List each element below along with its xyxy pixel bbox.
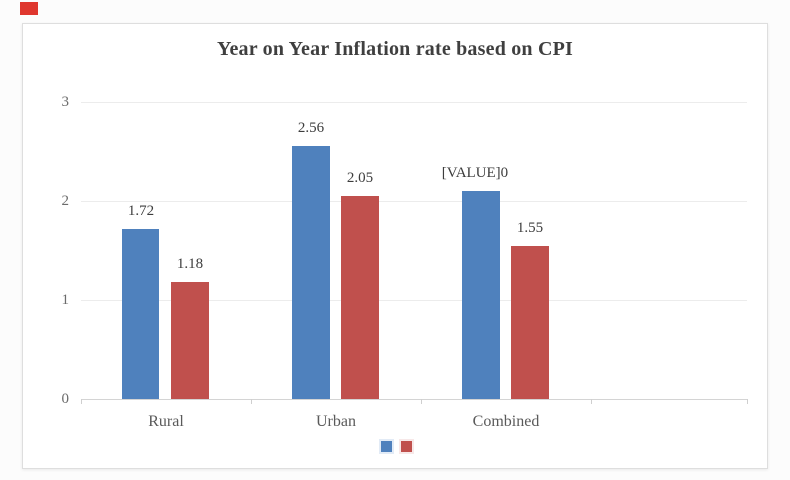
y-tick-label-3: 3	[61, 94, 70, 110]
chart-container: Year on Year Inflation rate based on CPI…	[22, 23, 768, 469]
bar-combined-red	[511, 246, 549, 399]
x-axis-line	[81, 399, 747, 400]
gridline-1	[81, 300, 747, 301]
legend-swatch-blue	[381, 441, 392, 452]
bar-label-urban-blue: 2.56	[297, 120, 325, 136]
chart-title: Year on Year Inflation rate based on CPI	[217, 38, 573, 60]
y-tick-label-2: 2	[61, 193, 70, 209]
y-tick-label-0: 0	[61, 391, 70, 407]
gridline-3	[81, 102, 747, 103]
axis-tick	[747, 399, 748, 404]
category-label-rural: Rural	[148, 413, 184, 430]
bar-label-urban-red: 2.05	[346, 170, 374, 186]
axis-tick	[591, 399, 592, 404]
category-label-urban: Urban	[316, 413, 356, 430]
bar-urban-red	[341, 196, 379, 399]
axis-tick	[421, 399, 422, 404]
bar-rural-red	[171, 282, 209, 399]
axis-tick	[251, 399, 252, 404]
bar-label-rural-blue: 1.72	[127, 203, 155, 219]
category-label-combined: Combined	[472, 413, 540, 430]
bar-urban-blue	[292, 146, 330, 399]
gridline-2	[81, 201, 747, 202]
bar-combined-blue	[462, 191, 500, 399]
legend	[379, 440, 419, 454]
y-tick-label-1: 1	[61, 292, 70, 308]
bar-label-rural-red: 1.18	[176, 256, 204, 272]
bar-label-combined-red: 1.55	[516, 220, 544, 236]
bar-rural-blue	[122, 229, 159, 399]
red-square-marker-icon	[20, 2, 38, 15]
bar-label-combined-blue: [VALUE]0	[441, 165, 509, 181]
axis-tick	[81, 399, 82, 404]
legend-swatch-red	[401, 441, 412, 452]
